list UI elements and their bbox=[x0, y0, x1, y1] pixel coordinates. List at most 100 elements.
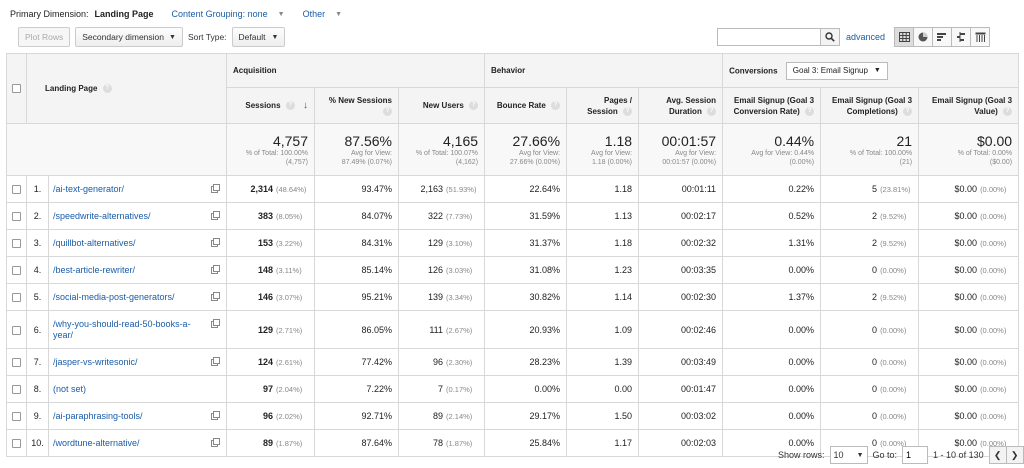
goal-select-dropdown[interactable]: Goal 3: Email Signup ▼ bbox=[785, 61, 888, 80]
help-icon[interactable]: ? bbox=[623, 106, 633, 116]
column-header-pages-session[interactable]: Pages / Session ? bbox=[566, 87, 640, 124]
column-header-value[interactable]: Email Signup (Goal 3 Value) ? bbox=[918, 87, 1020, 124]
chevron-down-icon: ▼ bbox=[169, 33, 176, 41]
total-note: Avg for View: bbox=[519, 149, 561, 157]
open-page-icon[interactable] bbox=[211, 318, 220, 330]
other-dimension-dropdown[interactable]: Other bbox=[302, 9, 326, 19]
plot-rows-button[interactable]: Plot Rows bbox=[18, 27, 71, 47]
column-header-new-sessions[interactable]: % New Sessions ? bbox=[314, 87, 399, 124]
row-checkbox[interactable] bbox=[12, 266, 21, 276]
column-header-avg-duration[interactable]: Avg. Session Duration ? bbox=[638, 87, 724, 124]
table-row[interactable]: 10./wordtune-alternative/89 (1.87%) 87.64%… bbox=[6, 429, 1020, 457]
help-icon[interactable]: ? bbox=[805, 106, 815, 116]
bounce-rate-cell: 30.82% bbox=[484, 283, 568, 311]
table-row[interactable]: 3./quillbot-alternatives/153 (3.22%) 84.31… bbox=[6, 229, 1020, 257]
sort-type-dropdown[interactable]: Default ▼ bbox=[231, 27, 286, 47]
row-checkbox[interactable] bbox=[12, 385, 21, 395]
column-header-completions[interactable]: Email Signup (Goal 3 Completions) ? bbox=[820, 87, 920, 124]
landing-page-link[interactable]: /best-article-rewriter/ bbox=[53, 264, 136, 275]
open-page-icon[interactable] bbox=[211, 210, 220, 222]
landing-page-link[interactable]: /quillbot-alternatives/ bbox=[53, 237, 136, 248]
completions-value: 2 bbox=[872, 238, 878, 248]
table-row[interactable]: 7./jasper-vs-writesonic/124 (2.61%) 77.42%… bbox=[6, 348, 1020, 376]
open-page-icon[interactable] bbox=[211, 291, 220, 303]
total-note: Avg for View: bbox=[675, 149, 717, 157]
column-header-sessions[interactable]: Sessions ? ↓ bbox=[226, 87, 315, 124]
open-page-icon[interactable] bbox=[211, 183, 220, 195]
pages-session-cell: 1.18 bbox=[566, 229, 640, 257]
landing-page-link[interactable]: /ai-text-generator/ bbox=[53, 183, 125, 194]
total-note: Avg for View: 0.44% bbox=[751, 149, 815, 157]
search-input[interactable] bbox=[717, 28, 821, 46]
next-page-button[interactable]: ❯ bbox=[1005, 446, 1024, 464]
pie-view-button[interactable] bbox=[913, 27, 933, 47]
row-checkbox[interactable] bbox=[12, 358, 21, 368]
help-icon[interactable]: ? bbox=[383, 106, 392, 116]
help-icon[interactable]: ? bbox=[469, 101, 479, 111]
search-button[interactable] bbox=[821, 28, 840, 46]
avg-duration-cell: 00:02:17 bbox=[638, 202, 724, 230]
column-header-bounce-rate[interactable]: Bounce Rate ? bbox=[484, 87, 568, 124]
column-header-new-users[interactable]: New Users ? bbox=[397, 87, 486, 124]
performance-view-button[interactable] bbox=[932, 27, 952, 47]
open-page-icon[interactable] bbox=[211, 437, 220, 449]
total-value: 21 bbox=[896, 132, 913, 149]
help-icon[interactable]: ? bbox=[1003, 106, 1013, 116]
row-checkbox[interactable] bbox=[12, 212, 21, 222]
landing-page-link[interactable]: /speedwrite-alternatives/ bbox=[53, 210, 151, 221]
help-icon[interactable]: ? bbox=[551, 101, 561, 111]
dimension-landing-page[interactable]: Landing Page bbox=[94, 9, 154, 19]
totals-cell: 4,757% of Total: 100.00% (4,757) bbox=[226, 123, 315, 176]
table-row[interactable]: 2./speedwrite-alternatives/383 (8.05%) 84.… bbox=[6, 202, 1020, 230]
chevron-down-icon: ▼ bbox=[271, 33, 279, 41]
table-row[interactable]: 4./best-article-rewriter/148 (3.11%) 85.14… bbox=[6, 256, 1020, 284]
comparison-view-icon bbox=[957, 32, 965, 42]
landing-page-link[interactable]: /ai-paraphrasing-tools/ bbox=[53, 410, 143, 421]
sort-descending-icon: ↓ bbox=[303, 100, 308, 111]
table-row[interactable]: 5. /social-media-post-generators/146 (3.07… bbox=[6, 283, 1020, 311]
table-row[interactable]: 6./why-you-should-read-50-books-a-year/1… bbox=[6, 310, 1020, 349]
landing-page-link[interactable]: /jasper-vs-writesonic/ bbox=[53, 356, 138, 367]
open-page-icon[interactable] bbox=[211, 264, 220, 276]
previous-page-button[interactable]: ❮ bbox=[988, 446, 1007, 464]
row-checkbox[interactable] bbox=[12, 412, 21, 422]
open-page-icon[interactable] bbox=[211, 356, 220, 368]
row-checkbox[interactable] bbox=[12, 439, 21, 449]
show-rows-select[interactable]: 10 ▼ bbox=[829, 446, 868, 464]
column-header-conversion-rate[interactable]: Email Signup (Goal 3 Conversion Rate) ? bbox=[722, 87, 822, 124]
row-checkbox[interactable] bbox=[12, 325, 21, 335]
landing-page-link[interactable]: /social-media-post-generators/ bbox=[53, 291, 175, 302]
completions-value: 0 bbox=[872, 384, 878, 394]
help-icon[interactable]: ? bbox=[285, 101, 295, 111]
help-icon[interactable]: ? bbox=[102, 84, 112, 94]
table-row[interactable]: 8. (not set) 97 (2.04%) 7.22% 7 (0.17%) 0.00% 0.… bbox=[6, 375, 1020, 403]
table-row[interactable]: 1./ai-text-generator/2,314 (48.64%) 93.47%… bbox=[6, 175, 1020, 203]
landing-page-cell: /quillbot-alternatives/ bbox=[48, 229, 227, 257]
row-checkbox-cell bbox=[6, 375, 27, 403]
landing-page-link[interactable]: /wordtune-alternative/ bbox=[53, 437, 140, 448]
open-page-icon[interactable] bbox=[211, 410, 220, 422]
conversion-rate-cell: 0.22% bbox=[722, 175, 822, 203]
open-page-icon[interactable] bbox=[211, 237, 220, 249]
completions-percent: (0.00%) bbox=[880, 358, 907, 367]
advanced-filter-link[interactable]: advanced bbox=[846, 32, 886, 42]
sessions-value: 96 bbox=[262, 411, 273, 421]
row-checkbox[interactable] bbox=[12, 293, 21, 303]
row-checkbox[interactable] bbox=[12, 239, 21, 249]
help-icon[interactable]: ? bbox=[903, 106, 913, 116]
help-icon[interactable]: ? bbox=[707, 106, 717, 116]
pivot-view-button[interactable] bbox=[970, 27, 990, 47]
table-row[interactable]: 9./ai-paraphrasing-tools/96 (2.02%) 92.71%… bbox=[6, 402, 1020, 430]
new-users-cell: 2,163 (51.93%) bbox=[397, 175, 486, 203]
landing-page-link[interactable]: (not set) bbox=[53, 383, 87, 394]
goto-page-input[interactable] bbox=[902, 446, 929, 464]
select-all-checkbox[interactable] bbox=[12, 84, 21, 94]
table-view-button[interactable] bbox=[894, 27, 914, 47]
landing-page-header[interactable]: Landing Page ? bbox=[26, 53, 227, 124]
secondary-dimension-button[interactable]: Secondary dimension ▼ bbox=[75, 27, 183, 47]
row-checkbox[interactable] bbox=[12, 185, 21, 195]
comparison-view-button[interactable] bbox=[951, 27, 971, 47]
landing-page-link[interactable]: /why-you-should-read-50-books-a-year/ bbox=[53, 318, 191, 340]
content-grouping-dropdown[interactable]: Content Grouping: none bbox=[171, 9, 268, 19]
row-index: 3. bbox=[26, 229, 49, 257]
